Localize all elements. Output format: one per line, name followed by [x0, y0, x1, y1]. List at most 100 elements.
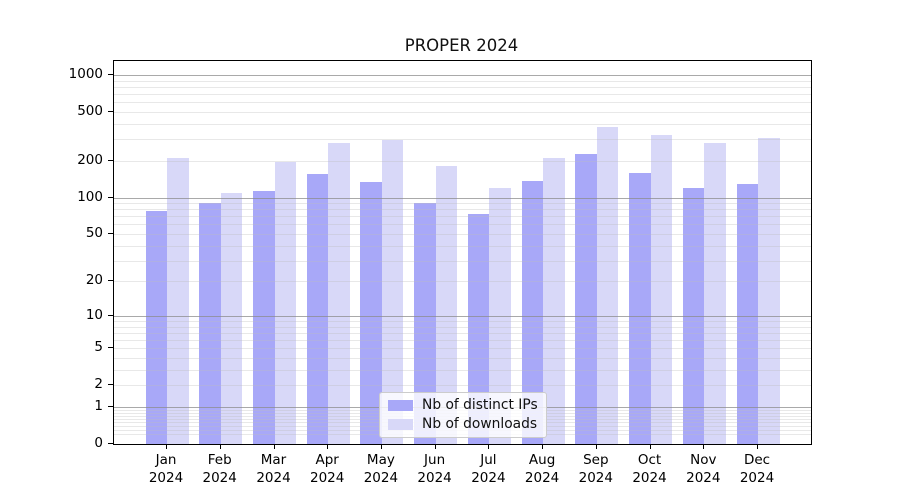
bar-downloads-feb: [220, 193, 243, 444]
bar-ips-oct: [629, 172, 651, 444]
y-tick-label-100: 100: [77, 188, 103, 205]
minor-gridline-200: [114, 160, 811, 162]
legend-label-downloads: Nb of downloads: [422, 416, 538, 432]
minor-gridline-60: [114, 224, 811, 226]
legend-swatch-downloads: [388, 418, 413, 430]
minor-gridline-50: [114, 234, 811, 235]
minor-gridline-5: [114, 348, 811, 350]
chart-title: PROPER 2024: [404, 36, 519, 55]
bar-ips-apr: [306, 173, 329, 444]
y-tick-label-200: 200: [77, 151, 103, 168]
bar-downloads-sep: [596, 127, 619, 444]
x-tick-label-jul: Jul 2024: [471, 452, 506, 486]
bar-ips-dec: [736, 184, 758, 444]
minor-gridline-800: [114, 86, 811, 88]
x-tick-feb: [219, 444, 221, 449]
x-tick-label-mar: Mar 2024: [256, 452, 291, 486]
x-tick-dec: [757, 444, 758, 449]
legend: Nb of distinct IPs Nb of downloads: [379, 392, 547, 438]
major-gridline-100: [114, 197, 811, 199]
bar-ips-jun: [414, 202, 436, 444]
minor-gridline-8: [114, 326, 811, 328]
x-tick-label-dec: Dec 2024: [739, 452, 775, 486]
y-tick-5: [108, 347, 113, 349]
y-tick-label-1000: 1000: [68, 65, 103, 82]
y-tick-2: [108, 384, 113, 386]
minor-gridline-700: [114, 94, 811, 95]
y-tick-label-0: 0: [94, 435, 103, 451]
x-tick-label-jun: Jun 2024: [417, 452, 452, 486]
y-tick-label-20: 20: [85, 272, 103, 289]
bar-ips-sep: [575, 153, 597, 444]
x-tick-label-nov: Nov 2024: [686, 452, 721, 486]
minor-gridline-7: [114, 332, 811, 334]
x-tick-nov: [703, 444, 705, 449]
y-tick-label-50: 50: [85, 225, 103, 241]
x-tick-label-sep: Sep 2024: [578, 452, 613, 486]
x-tick-oct: [649, 444, 651, 449]
minor-gridline-3: [114, 369, 811, 371]
legend-row-downloads: Nb of downloads: [388, 417, 538, 431]
bar-downloads-mar: [274, 161, 296, 444]
x-tick-sep: [595, 444, 597, 449]
y-tick-label-500: 500: [77, 102, 103, 119]
bar-ips-jan: [145, 210, 167, 444]
x-tick-jan: [166, 444, 167, 449]
major-gridline-10: [114, 315, 811, 317]
y-tick-10: [108, 314, 113, 316]
x-tick-jul: [488, 444, 490, 449]
bar-downloads-jun: [435, 165, 458, 444]
x-tick-label-may: May 2024: [363, 452, 399, 486]
legend-label-distinct-ips: Nb of distinct IPs: [422, 397, 538, 413]
x-tick-label-apr: Apr 2024: [310, 452, 345, 486]
minor-gridline-4: [114, 358, 811, 359]
y-tick-200: [108, 159, 113, 161]
y-tick-100: [108, 196, 113, 198]
minor-gridline-900: [114, 80, 811, 82]
minor-gridline-30: [114, 260, 811, 262]
y-tick-0: [108, 443, 113, 444]
y-tick-label-1: 1: [94, 398, 103, 414]
x-tick-mar: [273, 444, 275, 449]
x-tick-label-aug: Aug 2024: [524, 452, 560, 486]
legend-row-distinct-ips: Nb of distinct IPs: [388, 398, 538, 412]
bar-downloads-apr: [328, 142, 350, 444]
y-tick-label-2: 2: [94, 376, 103, 393]
x-tick-jun: [434, 444, 436, 449]
minor-gridline-6: [114, 340, 811, 342]
y-tick-label-10: 10: [85, 306, 103, 323]
bar-downloads-dec: [758, 137, 780, 444]
minor-gridline-500: [114, 111, 811, 113]
minor-gridline-80: [114, 209, 811, 211]
bar-downloads-oct: [650, 134, 672, 444]
minor-gridline-40: [114, 245, 811, 247]
minor-gridline-70: [114, 216, 811, 218]
minor-gridline-300: [114, 139, 811, 141]
minor-gridline-2: [114, 385, 811, 387]
y-tick-label-5: 5: [94, 339, 103, 356]
y-tick-1: [108, 406, 113, 407]
x-tick-label-jan: Jan 2024: [148, 452, 184, 486]
bar-downloads-aug: [543, 157, 565, 444]
minor-gridline-9: [114, 321, 811, 322]
y-tick-20: [108, 280, 113, 282]
bar-ips-mar: [253, 191, 275, 444]
minor-gridline-90: [114, 203, 811, 204]
x-tick-aug: [542, 444, 544, 449]
bar-downloads-may: [381, 140, 404, 444]
y-tick-500: [108, 110, 113, 112]
legend-swatch-distinct-ips: [388, 399, 413, 411]
x-tick-apr: [327, 444, 329, 449]
minor-gridline-20: [114, 281, 811, 283]
bar-downloads-jan: [167, 158, 189, 444]
bar-ips-jul: [467, 214, 490, 444]
minor-gridline-600: [114, 102, 811, 104]
x-tick-may: [380, 444, 382, 449]
minor-gridline-400: [114, 123, 811, 125]
bar-ips-aug: [521, 181, 544, 444]
major-gridline-1000: [114, 74, 811, 76]
bar-ips-feb: [199, 203, 221, 444]
x-tick-label-feb: Feb 2024: [202, 452, 237, 486]
x-tick-label-oct: Oct 2024: [632, 452, 667, 486]
